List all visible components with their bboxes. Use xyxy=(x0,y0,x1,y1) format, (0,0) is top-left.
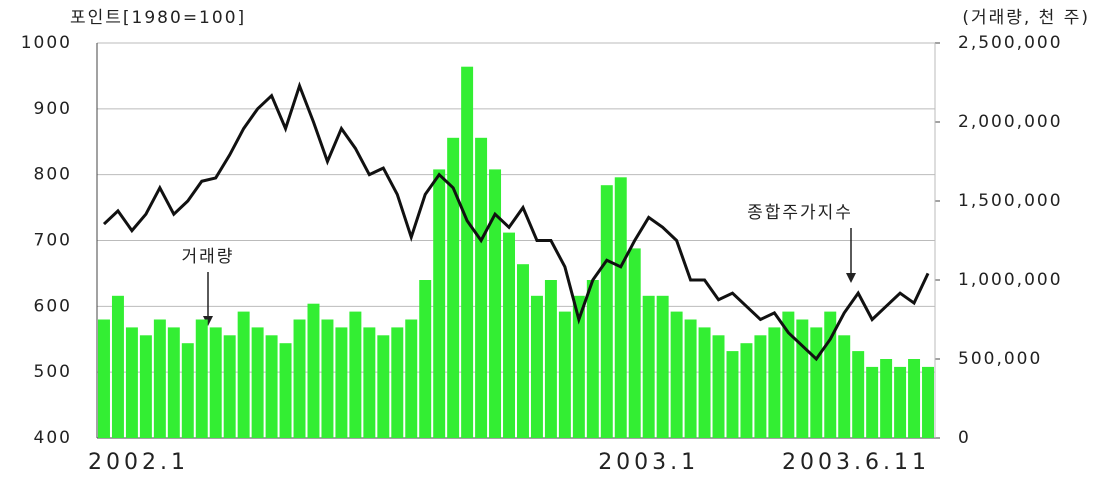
bar xyxy=(181,343,194,438)
x-tick-label: 2003.6.11 xyxy=(782,450,930,475)
bar xyxy=(782,311,795,438)
bar xyxy=(866,366,879,438)
bar xyxy=(754,335,767,438)
bar xyxy=(922,366,934,438)
bar xyxy=(810,327,823,438)
arrow-head xyxy=(203,316,213,326)
bar xyxy=(111,295,124,438)
bar xyxy=(195,319,208,438)
bar xyxy=(880,359,893,438)
x-tick-label: 2002.1 xyxy=(88,450,189,475)
y2-tick-label: 0 xyxy=(958,428,971,448)
bar xyxy=(558,311,571,438)
y-tick-label: 700 xyxy=(34,231,72,251)
bar xyxy=(447,137,460,439)
bar xyxy=(894,366,907,438)
bar xyxy=(796,319,809,438)
bar xyxy=(489,169,502,438)
bar xyxy=(698,327,711,438)
y2-tick-label: 500,000 xyxy=(958,349,1042,369)
y-tick-label: 500 xyxy=(34,362,72,382)
bar xyxy=(237,311,250,438)
y-tick-label: 400 xyxy=(34,428,72,448)
bar xyxy=(544,280,557,438)
bar xyxy=(307,303,320,438)
bar xyxy=(98,319,110,438)
y-tick-label: 800 xyxy=(34,165,72,185)
bar xyxy=(349,311,362,438)
bar xyxy=(824,311,837,438)
y-tick-label: 900 xyxy=(34,99,72,119)
bar xyxy=(209,327,222,438)
bar xyxy=(335,327,348,438)
bar xyxy=(586,280,599,438)
bar xyxy=(670,311,683,438)
bar xyxy=(768,327,781,438)
bar xyxy=(517,264,529,438)
bar xyxy=(363,327,376,438)
bar xyxy=(712,335,725,438)
y2-tick-label: 2,500,000 xyxy=(958,33,1063,53)
bar xyxy=(838,335,851,438)
bar xyxy=(572,295,585,438)
bar xyxy=(628,248,641,438)
bar xyxy=(726,351,739,438)
bar xyxy=(740,343,753,438)
bar xyxy=(251,327,264,438)
bar xyxy=(125,327,138,438)
bar xyxy=(614,177,627,439)
y-tick-label: 1000 xyxy=(21,33,72,53)
annotation: 거래량 xyxy=(182,247,235,267)
bar xyxy=(321,319,334,438)
y2-tick-label: 1,000,000 xyxy=(958,270,1063,290)
bar xyxy=(265,335,278,438)
bar xyxy=(405,319,418,438)
bar xyxy=(391,327,404,438)
line xyxy=(102,81,930,362)
bar xyxy=(461,66,474,438)
bar xyxy=(908,359,921,438)
bar xyxy=(475,137,488,439)
plot-area xyxy=(97,42,935,439)
bar xyxy=(684,319,697,438)
x-tick-label: 2003.1 xyxy=(598,450,699,475)
bar xyxy=(419,280,432,438)
y2-tick-label: 1,500,000 xyxy=(958,191,1063,211)
bar xyxy=(293,319,306,438)
bar xyxy=(167,327,180,438)
bar xyxy=(642,295,655,438)
bar xyxy=(279,343,292,438)
bar xyxy=(530,295,543,438)
annotation: 종합주가지수 xyxy=(747,203,853,223)
y-tick-label: 600 xyxy=(34,296,72,316)
y-axis-label: 포인트[1980=100] xyxy=(70,8,246,28)
bar xyxy=(503,232,515,438)
bar xyxy=(223,335,236,438)
bar xyxy=(656,295,669,438)
bar xyxy=(852,351,865,438)
bar xyxy=(433,169,446,438)
bar xyxy=(153,319,166,438)
y2-tick-label: 2,000,000 xyxy=(958,112,1063,132)
bar xyxy=(600,185,613,438)
bar xyxy=(139,335,152,438)
arrow-head xyxy=(846,273,856,283)
bar xyxy=(377,335,390,438)
y2-axis-label: (거래량, 천 주) xyxy=(962,8,1090,28)
